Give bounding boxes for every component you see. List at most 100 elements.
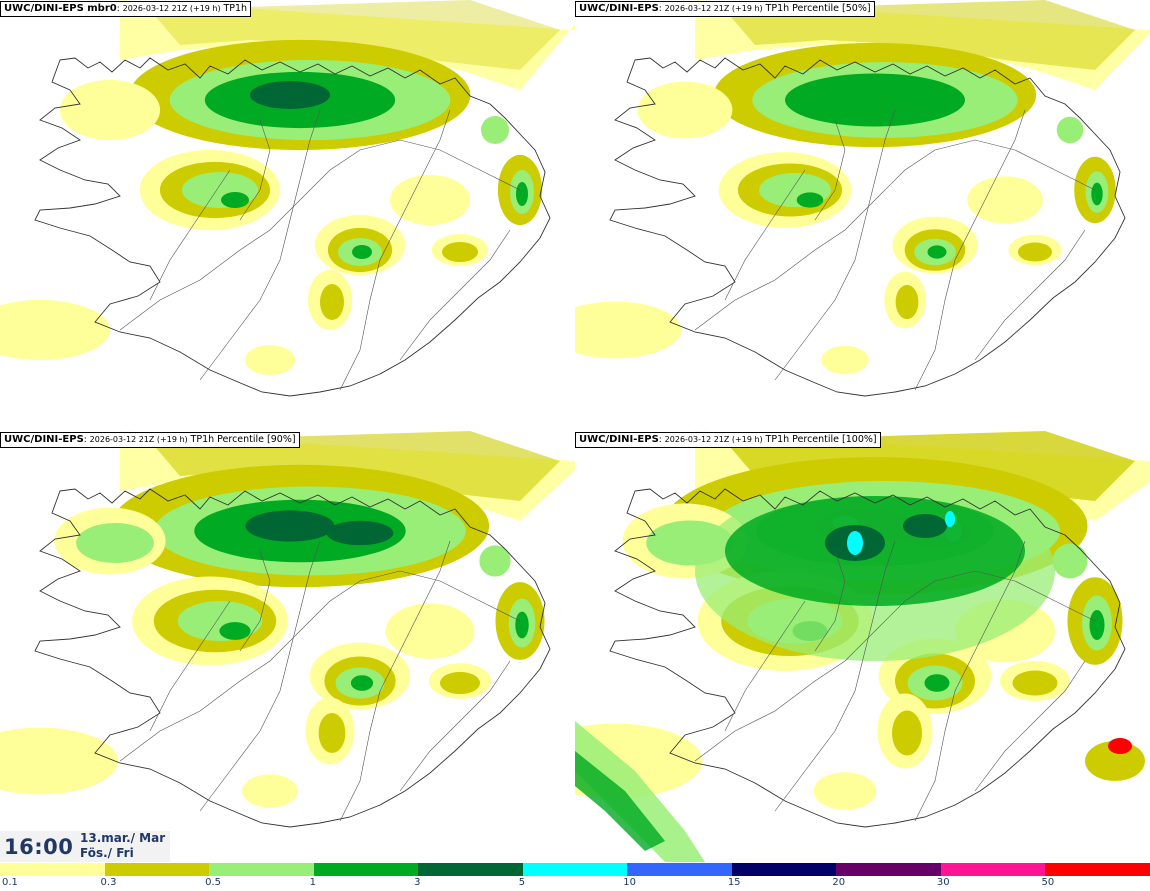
- legend-tick-label: 50: [1041, 877, 1055, 888]
- road-line: [694, 139, 1096, 331]
- precip-cell-c03: [1085, 741, 1145, 781]
- precip-cell-c05: [76, 523, 154, 563]
- precip-cell-c3: [249, 81, 331, 109]
- legend-swatch: [104, 863, 210, 876]
- road-line: [774, 109, 896, 381]
- road-line: [774, 540, 896, 812]
- road-line: [239, 119, 271, 221]
- precip-area-0.1: [695, 0, 1150, 90]
- precip-cell-c1: [1089, 610, 1105, 640]
- precip-cell-c1: [1091, 182, 1103, 206]
- road-line: [914, 540, 1026, 822]
- legend-tick-label: 3: [414, 877, 421, 888]
- precip-map: [0, 0, 575, 397]
- legend-tick-label: 10: [623, 877, 636, 888]
- road-line: [399, 229, 511, 361]
- road-line: [149, 169, 231, 301]
- precip-cell-c03: [895, 284, 919, 320]
- precip-cell-c01: [813, 772, 877, 810]
- precip-area-3: [903, 514, 947, 538]
- road-line: [119, 139, 521, 331]
- legend-swatch: [418, 863, 523, 876]
- road-line: [239, 550, 271, 652]
- road-line: [974, 229, 1086, 361]
- road-line: [914, 109, 1026, 391]
- precip-cell-c05: [1052, 543, 1088, 579]
- map-panel-mbr0: UWC/DINI-EPS mbr0: 2026-03-12 21Z (+19 h…: [0, 0, 575, 431]
- precip-cell-50: [1108, 738, 1132, 754]
- precip-map: [0, 431, 575, 828]
- precip-cell-c03: [1017, 242, 1053, 262]
- legend-swatch: [0, 863, 105, 876]
- road-line: [724, 600, 806, 732]
- coastline: [34, 488, 551, 828]
- road-line: [724, 169, 806, 301]
- precip-cell-c01: [244, 345, 296, 375]
- coastline: [609, 488, 1126, 828]
- precip-cell-c03: [892, 710, 922, 756]
- road-line: [199, 540, 321, 812]
- precip-cell-c3: [326, 520, 394, 546]
- precip-cell-c05: [177, 601, 263, 641]
- precip-cell-c1: [219, 622, 251, 640]
- precip-cell-c03: [320, 284, 344, 320]
- precip-cell-c01: [821, 345, 869, 375]
- legend-tick-label: 0.5: [205, 877, 221, 888]
- precip-area-5: [945, 511, 955, 527]
- road-line: [694, 570, 1096, 762]
- legend-swatch: [209, 863, 314, 876]
- precip-cell-c01: [242, 774, 298, 808]
- road-line: [814, 119, 846, 221]
- legend-swatch: [731, 863, 837, 876]
- precip-band-sw: [575, 721, 705, 862]
- legend-swatch: [313, 863, 419, 876]
- legend-swatch: [1045, 863, 1150, 876]
- legend-swatch: [836, 863, 941, 876]
- road-line: [339, 109, 451, 391]
- precip-cell-c1: [927, 245, 947, 259]
- road-line: [149, 600, 231, 732]
- road-line: [399, 660, 511, 792]
- panel-title: UWC/DINI-EPS: 2026-03-12 21Z (+19 h) TP1…: [0, 432, 300, 448]
- panel-title: UWC/DINI-EPS: 2026-03-12 21Z (+19 h) TP1…: [575, 1, 875, 17]
- panel-title: UWC/DINI-EPS: 2026-03-12 21Z (+19 h) TP1…: [575, 432, 881, 448]
- precip-cell-c03: [1012, 670, 1058, 696]
- road-line: [814, 550, 846, 652]
- precip-cell-c1: [515, 611, 529, 639]
- map-panel-p50: UWC/DINI-EPS: 2026-03-12 21Z (+19 h) TP1…: [575, 0, 1150, 431]
- precip-cell-c1: [516, 182, 528, 206]
- precip-area-0.3: [150, 0, 560, 70]
- precip-cell-c01: [385, 603, 475, 659]
- precip-area-0.3: [725, 0, 1135, 70]
- map-panel-p100: UWC/DINI-EPS: 2026-03-12 21Z (+19 h) TP1…: [575, 431, 1150, 862]
- legend-tick-label: 1: [309, 877, 316, 888]
- valid-date: 13.mar./ Mar: [80, 831, 166, 845]
- valid-time-box: 16:00 13.mar./ Mar Fös./ Fri: [0, 831, 170, 862]
- precip-cell-c1: [924, 674, 950, 692]
- road-line: [339, 540, 451, 822]
- precip-cell-c1: [350, 675, 374, 691]
- legend-tick-label: 5: [518, 877, 526, 888]
- map-panel-p90: UWC/DINI-EPS: 2026-03-12 21Z (+19 h) TP1…: [0, 431, 575, 862]
- panel-title: UWC/DINI-EPS mbr0: 2026-03-12 21Z (+19 h…: [0, 1, 252, 17]
- road-line: [199, 109, 321, 381]
- color-legend-labels: 0.1 0.3 0.5 1 3 5 10 15 20 30 50: [0, 876, 1150, 891]
- road-line: [974, 660, 1086, 792]
- precip-cell-c1: [352, 245, 372, 259]
- legend-tick-label: 15: [727, 877, 741, 888]
- precip-cell-c05: [1056, 116, 1084, 144]
- precip-area-5: [847, 531, 863, 555]
- precip-cell-c03: [318, 713, 346, 753]
- coastline: [609, 57, 1126, 397]
- legend-tick-label: 0.1: [2, 877, 18, 888]
- precip-cell-c01: [59, 79, 161, 141]
- legend-tick-label: 0.3: [100, 877, 117, 888]
- precip-cell-c01: [0, 299, 111, 361]
- color-legend: [0, 863, 1150, 876]
- precip-cell-c05: [479, 545, 511, 577]
- legend-swatch: [940, 863, 1046, 876]
- precip-map: [575, 0, 1150, 397]
- precip-cell-c1: [221, 192, 249, 208]
- legend-swatch: [627, 863, 732, 876]
- precip-cell-c01: [389, 174, 471, 226]
